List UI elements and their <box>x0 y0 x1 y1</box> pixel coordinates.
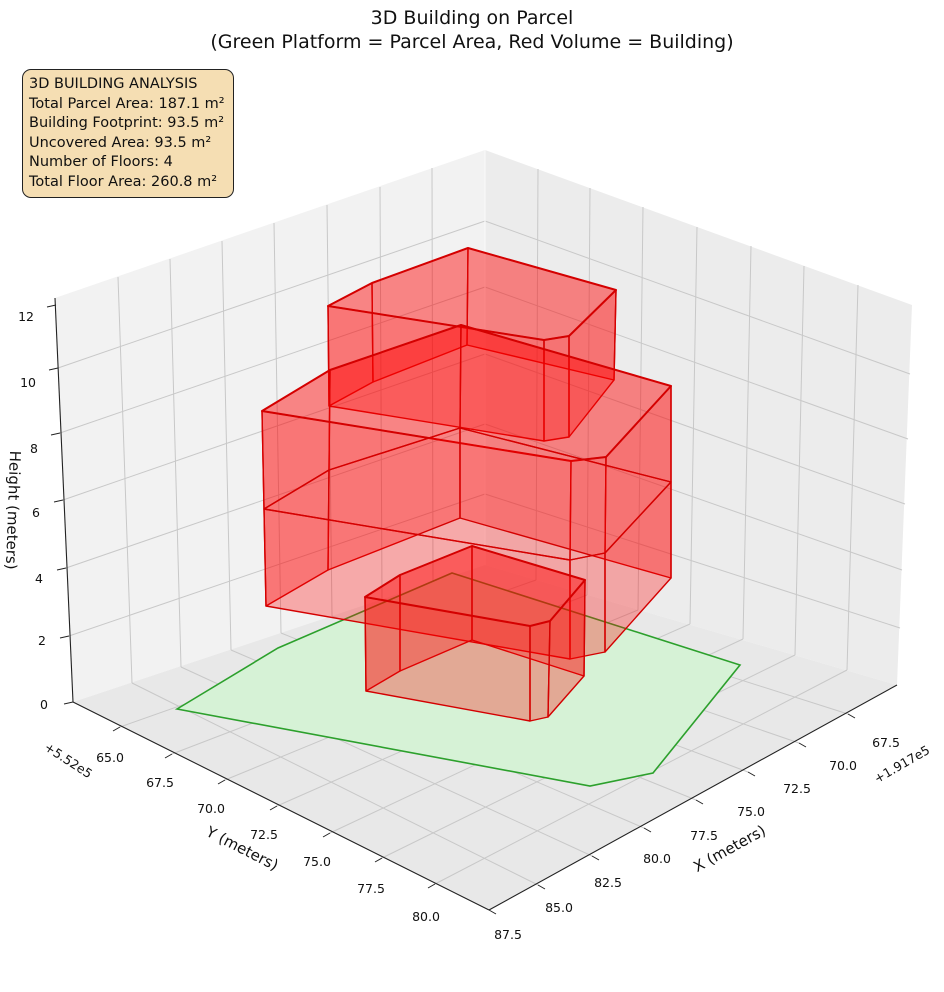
building-roof-top-floor <box>327 247 617 341</box>
x-tick-label: 75.0 <box>737 804 765 819</box>
grid-line <box>484 423 903 571</box>
y-tick-label: 67.5 <box>146 775 174 790</box>
y-axis-line <box>72 701 490 911</box>
tick-mark <box>847 713 856 719</box>
tick-mark <box>798 742 807 748</box>
chart-title-line-1: 3D Building on Parcel <box>370 7 574 29</box>
y-offset-label: +5.52e5 <box>42 739 95 781</box>
grid-line <box>535 168 539 581</box>
x-tick-label: 80.0 <box>643 851 671 866</box>
y-tick-label: 72.5 <box>250 827 278 842</box>
z-tick-label: 12 <box>18 309 34 324</box>
tick-mark <box>537 884 546 890</box>
tick-mark <box>56 567 67 571</box>
tick-mark <box>269 805 278 811</box>
tick-mark <box>48 367 59 371</box>
tick-mark <box>427 883 436 889</box>
info-line-footprint: Building Footprint: 93.5 m² <box>29 115 225 131</box>
building-face-ground-floor <box>529 620 551 722</box>
building-volume <box>261 247 672 722</box>
tick-mark <box>695 799 704 805</box>
info-heading: 3D BUILDING ANALYSIS <box>29 76 198 92</box>
grid-line <box>131 682 539 886</box>
z-tick-label: 2 <box>38 633 46 648</box>
info-line-floor-area: Total Floor Area: 260.8 m² <box>29 173 218 190</box>
tick-mark <box>46 304 57 308</box>
x-tick-label: 77.5 <box>690 828 718 843</box>
chart-title: 3D Building on Parcel (Green Platform = … <box>0 6 944 54</box>
tick-mark <box>591 855 600 861</box>
x-tick-label: 67.5 <box>872 735 900 750</box>
building-roof-middle-floor <box>261 324 672 462</box>
grid-line <box>59 286 486 434</box>
parcel-platform <box>174 572 742 787</box>
grid-line <box>62 353 486 501</box>
z-axis-line <box>54 297 74 703</box>
tick-mark <box>59 635 70 639</box>
tick-marks <box>46 304 856 915</box>
tick-mark <box>643 827 652 833</box>
grid-line <box>484 220 911 375</box>
chart-title-line-2: (Green Platform = Parcel Area, Red Volum… <box>210 31 734 53</box>
tick-mark <box>488 909 497 915</box>
tick-mark <box>374 857 383 863</box>
info-line-parcel-area: Total Parcel Area: 187.1 m² <box>29 95 225 112</box>
grid-line <box>484 286 909 440</box>
x-tick-label: 82.5 <box>594 875 622 890</box>
grid-line <box>169 258 182 668</box>
tick-mark <box>217 779 226 785</box>
x-axis-line <box>488 684 898 911</box>
analysis-info-box: 3D BUILDING ANALYSIS Total Parcel Area: … <box>22 69 234 198</box>
building-face-lower-floor <box>569 552 606 660</box>
z-tick-label: 10 <box>20 375 36 390</box>
tick-mark <box>322 832 331 838</box>
y-tick-label: 75.0 <box>303 854 331 869</box>
grid-line <box>742 245 752 640</box>
grid-line <box>273 222 282 634</box>
tick-mark <box>50 432 61 436</box>
z-tick-label: 0 <box>40 697 48 712</box>
grid-line <box>57 220 486 369</box>
grid-line <box>379 186 383 601</box>
tick-mark <box>63 701 74 705</box>
grid-line <box>431 167 434 583</box>
x-tick-label: 85.0 <box>545 900 573 915</box>
z-tick-labels: 0 2 4 6 8 10 12 <box>18 309 48 712</box>
grid-line <box>637 206 644 611</box>
tick-mark <box>53 499 64 503</box>
left-back-pane <box>55 150 485 702</box>
grid-line <box>794 265 805 656</box>
y-tick-label: 65.0 <box>96 750 124 765</box>
building-roof-ground-floor <box>364 545 586 627</box>
z-axis-label: Height (meters) <box>2 450 24 570</box>
parcel-layer <box>174 572 742 787</box>
info-line-uncovered: Uncovered Area: 93.5 m² <box>29 134 212 151</box>
z-tick-label: 6 <box>32 505 40 520</box>
grid-line <box>689 226 698 625</box>
grid-line <box>65 423 486 569</box>
tick-mark <box>747 771 756 777</box>
grid-line <box>846 284 859 671</box>
grid-line <box>221 240 232 651</box>
info-line-floors: Number of Floors: 4 <box>29 154 173 170</box>
grid-line <box>434 669 848 885</box>
z-tick-label: 4 <box>35 571 43 586</box>
y-tick-label: 77.5 <box>357 881 385 896</box>
x-tick-label: 87.5 <box>494 927 522 942</box>
grid-line <box>484 353 906 505</box>
tick-mark <box>164 753 173 759</box>
y-tick-label: 70.0 <box>197 801 225 816</box>
z-tick-label: 8 <box>30 441 38 456</box>
tick-mark <box>112 726 121 732</box>
grid-line <box>68 493 486 637</box>
x-tick-label: 72.5 <box>783 781 811 796</box>
axis-lines <box>54 297 898 911</box>
y-tick-label: 80.0 <box>412 909 440 924</box>
x-tick-label: 70.0 <box>829 758 857 773</box>
grid-line <box>484 493 901 629</box>
